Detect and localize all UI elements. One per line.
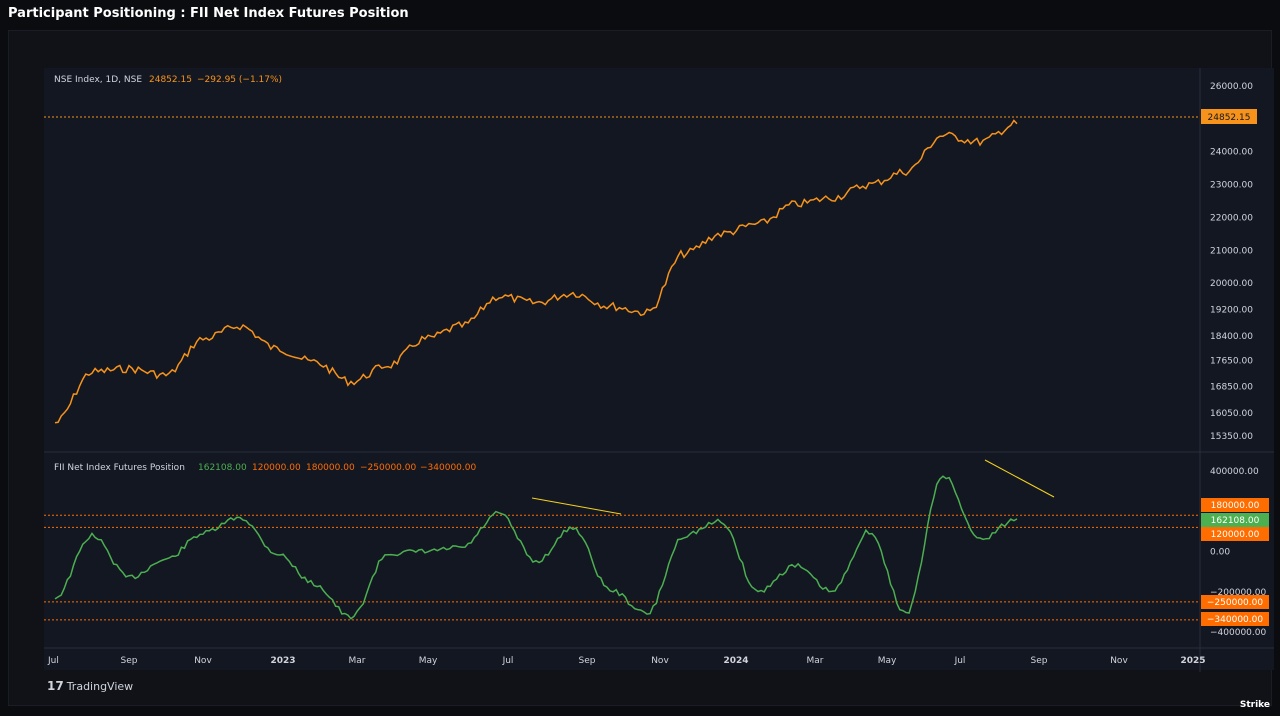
price-axis-ticks: 26000.00 24000.00 23000.00 22000.00 21000.00… bbox=[1210, 82, 1253, 442]
tradingview-label: TradingView bbox=[66, 680, 134, 693]
price-axis-tick-11: 15350.00 bbox=[1210, 432, 1253, 442]
indicator-axis-ticks: 400000.00 0.00 −200000.00 −400000.00 bbox=[1210, 467, 1266, 638]
tag-level-180000-text: 180000.00 bbox=[1211, 501, 1260, 511]
price-axis-tick-10: 16050.00 bbox=[1210, 409, 1253, 419]
time-axis-tick-10: Mar bbox=[807, 656, 824, 666]
price-axis-tick-0: 26000.00 bbox=[1210, 82, 1253, 92]
indicator-levels bbox=[44, 514, 1200, 621]
indicator-axis-tick-1: 0.00 bbox=[1210, 548, 1230, 558]
tag-level-120000-text: 120000.00 bbox=[1211, 530, 1260, 540]
indicator-legend-value-1: 120000.00 bbox=[252, 463, 301, 473]
time-axis-tick-1: Sep bbox=[121, 656, 138, 666]
tag-last-value: 162108.00 bbox=[1201, 513, 1269, 527]
time-axis-tick-13: Sep bbox=[1031, 656, 1048, 666]
indicator-axis-tick-2: −200000.00 bbox=[1210, 588, 1266, 598]
time-axis-tick-5: May bbox=[419, 656, 438, 666]
time-axis-tick-14: Nov bbox=[1110, 656, 1128, 666]
indicator-legend-name: FII Net Index Futures Position bbox=[54, 463, 185, 473]
time-axis-tick-6: Jul bbox=[502, 656, 514, 666]
time-axis-tick-9: 2024 bbox=[723, 656, 748, 666]
price-axis-tick-2: 23000.00 bbox=[1210, 181, 1253, 191]
price-axis-tick-3: 22000.00 bbox=[1210, 213, 1253, 223]
price-legend-symbol: NSE Index, 1D, NSE bbox=[54, 75, 142, 85]
divergence-trendline-1 bbox=[531, 497, 622, 515]
price-axis-tick-9: 16850.00 bbox=[1210, 383, 1253, 393]
plot-background bbox=[44, 68, 1274, 670]
price-axis-tick-7: 18400.00 bbox=[1210, 332, 1253, 342]
price-series-line bbox=[54, 119, 1018, 424]
brand-label: Strike bbox=[1239, 700, 1270, 710]
indicator-series-line bbox=[54, 475, 1018, 620]
time-axis-tick-8: Nov bbox=[651, 656, 669, 666]
time-axis-ticks: Jul Sep Nov 2023 Mar May Jul Sep Nov 2024 Mar May Ju… bbox=[47, 656, 1206, 666]
divergence-trendline-2 bbox=[984, 459, 1055, 498]
tag-last-value-text: 162108.00 bbox=[1211, 516, 1260, 526]
price-axis-tick-6: 19200.00 bbox=[1210, 305, 1253, 315]
price-axis-tick-5: 20000.00 bbox=[1210, 279, 1253, 289]
indicator-legend-value-3: −250000.00 bbox=[360, 463, 416, 473]
tag-level-neg340000-text: −340000.00 bbox=[1207, 615, 1263, 625]
tradingview-logo-icon: 17 bbox=[47, 679, 64, 693]
price-legend-last: 24852.15 bbox=[149, 75, 192, 85]
time-axis-tick-7: Sep bbox=[579, 656, 596, 666]
time-axis-tick-2: Nov bbox=[194, 656, 212, 666]
tag-level-neg340000: −340000.00 bbox=[1201, 612, 1269, 626]
indicator-legend-value-0: 162108.00 bbox=[198, 463, 247, 473]
indicator-legend-value-4: −340000.00 bbox=[420, 463, 476, 473]
time-axis-tick-15: 2025 bbox=[1180, 656, 1205, 666]
price-axis-tick-1: 24000.00 bbox=[1210, 148, 1253, 158]
tradingview-watermark: 17 TradingView bbox=[47, 679, 133, 693]
price-last-value-label: 24852.15 bbox=[1208, 113, 1251, 123]
time-axis-tick-4: Mar bbox=[349, 656, 366, 666]
price-axis-tick-4: 21000.00 bbox=[1210, 246, 1253, 256]
tag-level-neg250000: −250000.00 bbox=[1201, 595, 1269, 609]
tag-level-120000: 120000.00 bbox=[1201, 527, 1269, 541]
price-last-value-tag: 24852.15 bbox=[1201, 109, 1257, 124]
tag-level-180000: 180000.00 bbox=[1201, 498, 1269, 512]
indicator-value-tags: 180000.00 162108.00 120000.00 −250000.00 −34… bbox=[1201, 498, 1269, 626]
time-axis-tick-3: 2023 bbox=[270, 656, 295, 666]
indicator-axis-tick-3: −400000.00 bbox=[1210, 628, 1266, 638]
time-axis-tick-11: May bbox=[878, 656, 897, 666]
page-title: Participant Positioning : FII Net Index … bbox=[8, 6, 409, 21]
time-axis-tick-12: Jul bbox=[954, 656, 966, 666]
tag-level-neg250000-text: −250000.00 bbox=[1207, 598, 1263, 608]
time-axis-tick-0: Jul bbox=[47, 656, 59, 666]
indicator-axis-tick-0: 400000.00 bbox=[1210, 467, 1259, 477]
price-axis-tick-8: 17650.00 bbox=[1210, 356, 1253, 366]
price-legend-change: −292.95 (−1.17%) bbox=[197, 75, 282, 85]
indicator-legend-value-2: 180000.00 bbox=[306, 463, 355, 473]
